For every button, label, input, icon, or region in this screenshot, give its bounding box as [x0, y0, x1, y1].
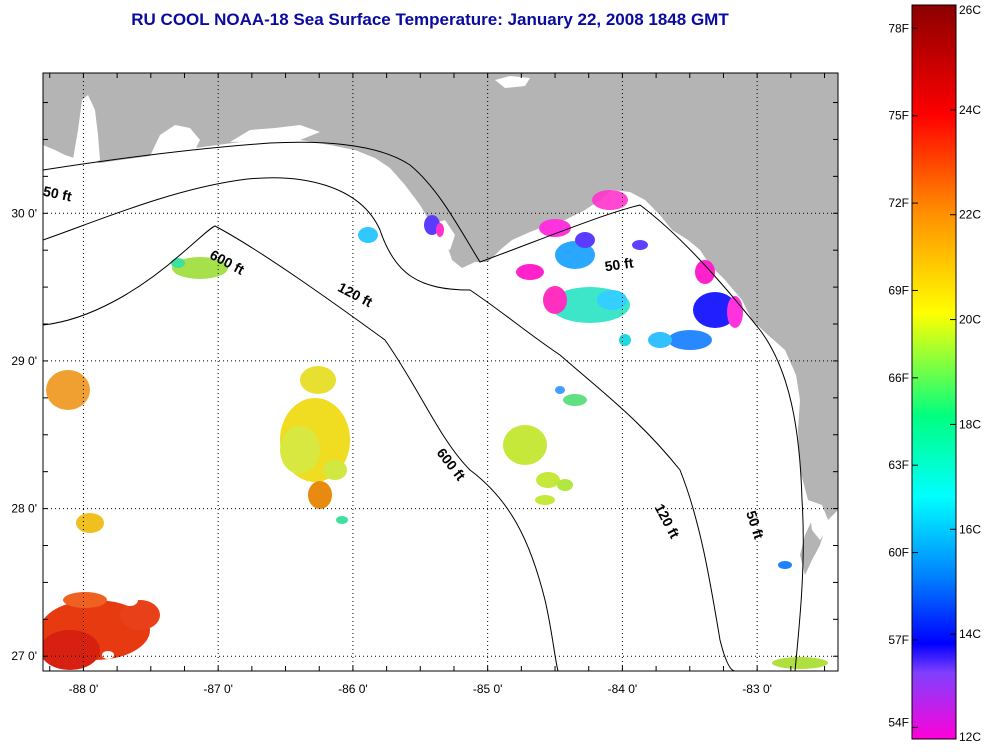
- sst-patch: [648, 332, 672, 348]
- sst-patch: [120, 600, 160, 630]
- lon-tick-label: -88 0': [69, 682, 99, 696]
- lat-tick-label: 28 0': [11, 502, 37, 516]
- colorbar-ticks: 26C 24C 22C 20C 18C 16C 14C 12C 78F 75F 72F 69F 66F 6…: [888, 3, 981, 744]
- sst-patch: [575, 232, 595, 248]
- sst-patch: [619, 334, 631, 346]
- colorbar-label-c: 26C: [959, 3, 981, 17]
- sst-data: [43, 190, 828, 670]
- sst-patch: [300, 366, 336, 394]
- isobath-50ft: [43, 141, 804, 671]
- sst-patch: [632, 240, 648, 250]
- map-title: RU COOL NOAA-18 Sea Surface Temperature:…: [131, 10, 729, 29]
- sst-patch: [727, 296, 743, 328]
- colorbar: [911, 4, 957, 740]
- sst-patch: [46, 370, 90, 410]
- colorbar-label-f: 60F: [888, 546, 909, 560]
- sst-patch: [358, 227, 378, 243]
- colorbar-label-c: 14C: [959, 627, 981, 641]
- colorbar-label-f: 57F: [888, 633, 909, 647]
- colorbar-label-f: 75F: [888, 109, 909, 123]
- lon-tick-label: -87 0': [203, 682, 233, 696]
- sst-patch: [172, 257, 228, 279]
- sst-patch: [171, 258, 185, 268]
- sst-patch: [336, 516, 348, 524]
- colorbar-label-f: 72F: [888, 196, 909, 210]
- sst-patch: [693, 292, 737, 328]
- lat-tick-label: 27 0': [11, 649, 37, 663]
- sst-patch: [503, 425, 547, 465]
- sst-patch: [323, 460, 347, 480]
- depth-label: 50 ft: [42, 183, 74, 205]
- colorbar-label-f: 54F: [888, 715, 909, 729]
- cloud-gap: [102, 651, 114, 659]
- lon-tick-label: -86 0': [338, 682, 368, 696]
- sst-patch: [668, 330, 712, 350]
- sst-patch: [535, 495, 555, 505]
- sst-patch: [436, 223, 444, 237]
- cloud-gap: [122, 594, 138, 606]
- bay-pensacola: [150, 125, 200, 156]
- sst-patch: [778, 561, 792, 569]
- map-border: [42, 72, 839, 672]
- lon-tick-label: -83 0': [742, 682, 772, 696]
- lat-lon-grid: [43, 73, 838, 671]
- colorbar-label-f: 66F: [888, 371, 909, 385]
- colorbar-label-f: 63F: [888, 458, 909, 472]
- sst-patch: [557, 479, 573, 491]
- depth-label: 50 ft: [604, 254, 635, 274]
- isobaths: [43, 141, 804, 671]
- sst-patch: [597, 290, 627, 310]
- sst-patch: [563, 394, 587, 406]
- bay-mobile: [72, 95, 100, 165]
- sst-patch: [308, 481, 332, 509]
- bay-tampa: [808, 500, 830, 540]
- sst-patch: [43, 630, 100, 670]
- lon-tick-label: -85 0': [473, 682, 503, 696]
- axis-ticks: -88 0' -87 0' -86 0' -85 0' -84 0' -83 0' 30 0…: [11, 73, 838, 696]
- colorbar-label-c: 20C: [959, 313, 981, 327]
- sst-patch: [536, 472, 560, 488]
- sst-patch: [76, 513, 104, 533]
- lat-tick-label: 29 0': [11, 354, 37, 368]
- sst-patch: [516, 264, 544, 280]
- sst-patch: [592, 190, 628, 210]
- sst-patch: [555, 386, 565, 394]
- colorbar-label-c: 18C: [959, 417, 981, 431]
- sst-patch: [695, 260, 715, 284]
- sst-patch: [543, 286, 567, 314]
- isobath-120ft: [43, 177, 736, 671]
- land-florida-panhandle: [43, 73, 838, 575]
- colorbar-label-c: 16C: [959, 522, 981, 536]
- bay-choctawhatchee: [230, 125, 320, 142]
- sst-patch: [772, 657, 828, 669]
- lake-inland: [495, 76, 530, 88]
- colorbar-label-f: 78F: [888, 21, 909, 35]
- isobath-600ft: [43, 225, 559, 671]
- colorbar-label-c: 24C: [959, 103, 981, 117]
- lon-tick-label: -84 0': [608, 682, 638, 696]
- colorbar-label-f: 69F: [888, 283, 909, 297]
- lat-tick-label: 30 0': [11, 206, 37, 220]
- sst-patch: [280, 426, 320, 474]
- sst-patch: [539, 219, 571, 237]
- sst-patch: [63, 592, 107, 608]
- colorbar-label-c: 12C: [959, 730, 981, 744]
- colorbar-label-c: 22C: [959, 208, 981, 222]
